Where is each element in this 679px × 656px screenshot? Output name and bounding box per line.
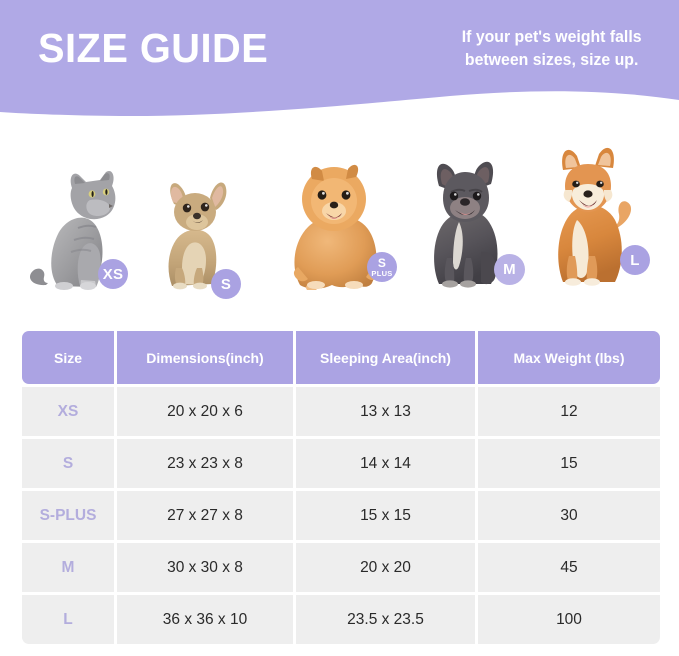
- header-wave-shape: [0, 0, 679, 117]
- cell-sleeping-area: 23.5 x 23.5: [296, 595, 475, 644]
- pet-figure-m: M: [413, 142, 525, 294]
- cell-sleeping-area: 13 x 13: [296, 387, 475, 436]
- shiba-inu-icon: [558, 147, 632, 286]
- cell-sleeping-area: 15 x 15: [296, 491, 475, 540]
- column-header-sleeping-area: Sleeping Area(inch): [296, 331, 475, 384]
- cell-max-weight: 45: [478, 543, 660, 592]
- size-badge-s-plus: S PLUS: [367, 252, 397, 282]
- header-note-line-1: If your pet's weight falls: [461, 27, 642, 46]
- size-badge-l-label: L: [630, 251, 640, 269]
- cell-dimensions: 20 x 20 x 6: [117, 387, 293, 436]
- cell-max-weight: 30: [478, 491, 660, 540]
- cell-dimensions: 23 x 23 x 8: [117, 439, 293, 488]
- cell-size: M: [22, 543, 114, 592]
- size-badge-l: L: [620, 245, 650, 275]
- table-row: S-PLUS 27 x 27 x 8 15 x 15 30: [22, 491, 660, 540]
- pet-figure-s: S: [148, 164, 241, 299]
- header-note: If your pet's weight falls between sizes…: [461, 26, 641, 73]
- cell-size: L: [22, 595, 114, 644]
- size-badge-s-plus-sublabel: PLUS: [371, 268, 393, 278]
- cell-size: S: [22, 439, 114, 488]
- page-title: SIZE GUIDE: [38, 24, 269, 71]
- cell-sleeping-area: 20 x 20: [296, 543, 475, 592]
- header-banner: SIZE GUIDE If your pet's weight falls be…: [0, 0, 679, 125]
- cell-max-weight: 100: [478, 595, 660, 644]
- size-table: Size Dimensions(inch) Sleeping Area(inch…: [22, 331, 660, 644]
- cell-size: XS: [22, 387, 114, 436]
- table-row: S 23 x 23 x 8 14 x 14 15: [22, 439, 660, 488]
- size-badge-s-label: S: [220, 275, 232, 293]
- table-header-row: Size Dimensions(inch) Sleeping Area(inch…: [22, 331, 660, 384]
- table-row: L 36 x 36 x 10 23.5 x 23.5 100: [22, 595, 660, 644]
- size-badge-s-plus-label: S: [377, 255, 387, 270]
- header-note-line-2: between sizes, size up.: [464, 51, 639, 69]
- table-body: XS 20 x 20 x 6 13 x 13 12 S 23 x 23 x 8 …: [22, 387, 660, 644]
- header-content: SIZE GUIDE If your pet's weight falls be…: [0, 0, 679, 100]
- chihuahua-icon: [168, 182, 227, 290]
- cell-max-weight: 15: [478, 439, 660, 488]
- column-header-max-weight: Max Weight (lbs): [478, 331, 660, 384]
- size-badge-s: S: [211, 269, 241, 299]
- cell-dimensions: 30 x 30 x 8: [117, 543, 293, 592]
- cell-dimensions: 27 x 27 x 8: [117, 491, 293, 540]
- size-badge-xs: XS: [98, 259, 128, 289]
- cell-sleeping-area: 14 x 14: [296, 439, 475, 488]
- table-row: XS 20 x 20 x 6 13 x 13 12: [22, 387, 660, 436]
- column-header-size: Size: [22, 331, 114, 384]
- size-badge-xs-label: XS: [102, 265, 124, 283]
- pet-figure-l: L: [535, 132, 650, 294]
- cell-dimensions: 36 x 36 x 10: [117, 595, 293, 644]
- cell-size: S-PLUS: [22, 491, 114, 540]
- column-header-dimensions: Dimensions(inch): [117, 331, 293, 384]
- pet-figure-s-plus: S PLUS: [280, 149, 398, 294]
- size-badge-m-label: M: [503, 261, 516, 278]
- cell-max-weight: 12: [478, 387, 660, 436]
- gray-cat-icon: [30, 170, 116, 290]
- pet-figure-xs: XS: [24, 154, 134, 294]
- size-badge-m: M: [494, 254, 525, 285]
- table-row: M 30 x 30 x 8 20 x 20 45: [22, 543, 660, 592]
- pet-illustrations-strip: XS: [0, 124, 679, 314]
- french-bulldog-icon: [434, 161, 498, 288]
